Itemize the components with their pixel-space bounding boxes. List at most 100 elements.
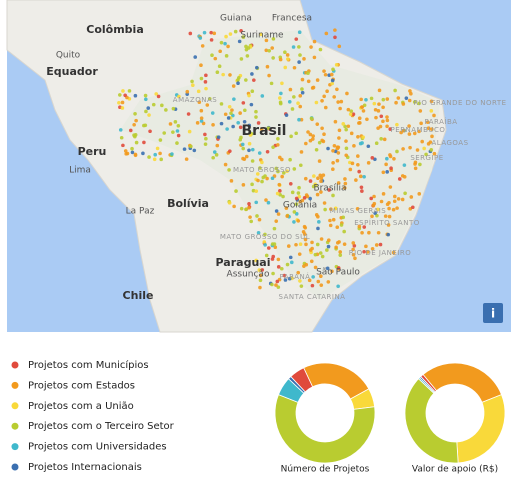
project-dot	[373, 107, 378, 112]
project-dot	[330, 78, 335, 83]
legend-label: Projetos com Universidades	[28, 442, 167, 453]
project-dot	[278, 100, 283, 105]
project-dot	[333, 206, 338, 211]
project-dot	[276, 169, 280, 174]
donut-slice[interactable]	[274, 394, 376, 464]
project-dot	[227, 201, 232, 205]
project-dot	[141, 151, 145, 156]
project-dot	[284, 206, 289, 210]
project-dot	[387, 206, 391, 211]
legend-marker	[11, 463, 19, 471]
project-dot	[417, 101, 421, 106]
chart-title: Valor de apoio (R$)	[412, 465, 498, 475]
project-dot	[244, 154, 249, 159]
project-dot	[280, 81, 284, 86]
project-dot	[298, 279, 302, 283]
project-dot	[395, 206, 399, 210]
project-dot	[349, 131, 354, 136]
project-dot	[343, 181, 348, 186]
map-label: Quito	[56, 51, 81, 61]
project-dot	[298, 104, 303, 109]
project-dot	[299, 284, 304, 288]
project-dot	[376, 230, 381, 235]
donut-slice[interactable]	[456, 394, 506, 464]
project-dot	[344, 139, 348, 143]
project-dot	[344, 146, 349, 151]
project-dot	[396, 197, 401, 201]
info-button-label[interactable]: i	[491, 307, 495, 321]
project-dot	[365, 117, 369, 122]
project-dot	[288, 182, 293, 186]
project-dot	[257, 151, 262, 155]
project-dot	[330, 81, 335, 86]
donut-slice[interactable]	[419, 375, 436, 394]
project-dot	[335, 225, 340, 230]
project-dot	[147, 155, 151, 159]
project-dot	[319, 179, 323, 184]
project-dot	[351, 112, 356, 117]
project-dot	[257, 268, 262, 272]
project-dot	[362, 103, 367, 108]
project-dot	[247, 123, 252, 128]
project-dot	[120, 106, 125, 110]
project-dot	[264, 38, 269, 43]
project-dot	[267, 48, 272, 53]
donut-slice[interactable]	[422, 362, 503, 403]
project-dot	[306, 71, 310, 76]
project-dot	[132, 122, 136, 127]
project-dot	[155, 146, 160, 151]
project-dot	[387, 214, 392, 219]
project-dot	[148, 129, 152, 134]
map-label: Peru	[78, 145, 107, 158]
project-dot	[413, 160, 418, 165]
project-dot	[354, 178, 358, 182]
project-dot	[118, 128, 123, 132]
project-dot	[258, 285, 262, 290]
project-dot	[403, 191, 407, 196]
project-dot	[389, 166, 393, 171]
project-dot	[267, 73, 271, 78]
project-dot	[326, 238, 331, 243]
project-dot	[312, 55, 317, 60]
project-dot	[239, 29, 243, 33]
project-dot	[412, 100, 417, 104]
project-dot	[215, 70, 220, 75]
project-dot	[249, 102, 254, 107]
project-dot	[364, 244, 368, 249]
project-dot	[190, 79, 194, 84]
donut-slice[interactable]	[404, 378, 459, 464]
project-dot	[252, 78, 256, 82]
project-dot	[285, 214, 290, 218]
project-dot	[303, 237, 308, 242]
info-button[interactable]	[483, 303, 503, 323]
map-label: SERGIPE	[410, 154, 443, 162]
project-dot	[356, 134, 360, 139]
project-dot	[191, 83, 195, 88]
project-dot	[388, 153, 392, 157]
project-dot	[212, 150, 217, 154]
project-dot	[254, 258, 258, 263]
project-dot	[246, 46, 251, 50]
project-dot	[304, 262, 309, 267]
project-dot	[175, 141, 179, 145]
project-dot	[203, 142, 208, 146]
project-dot	[288, 157, 292, 162]
project-dot	[376, 126, 380, 130]
project-dot	[317, 140, 322, 145]
project-dot	[171, 130, 175, 134]
project-dot	[257, 217, 262, 222]
project-dot	[315, 192, 320, 197]
project-dot	[369, 196, 373, 201]
donut-slice[interactable]	[287, 375, 306, 394]
project-dot	[367, 230, 371, 235]
donut-slice[interactable]	[303, 362, 370, 400]
project-dot	[316, 279, 321, 284]
project-dot	[249, 219, 254, 224]
project-dot	[337, 128, 342, 133]
project-dot	[266, 200, 271, 205]
project-dot	[343, 177, 347, 181]
project-dot	[292, 220, 296, 224]
project-dot	[223, 112, 228, 117]
project-dot	[402, 163, 407, 167]
project-dot	[323, 72, 328, 77]
